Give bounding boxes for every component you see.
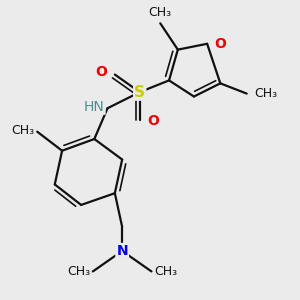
Text: N: N [116,244,128,258]
Text: HN: HN [84,100,105,114]
Text: CH₃: CH₃ [11,124,34,137]
Text: O: O [147,114,159,128]
Text: CH₃: CH₃ [67,265,90,278]
Text: O: O [214,37,226,51]
Text: S: S [134,85,145,100]
Text: CH₃: CH₃ [154,265,178,278]
Text: CH₃: CH₃ [254,87,277,100]
Text: CH₃: CH₃ [149,6,172,19]
Text: O: O [96,64,107,79]
